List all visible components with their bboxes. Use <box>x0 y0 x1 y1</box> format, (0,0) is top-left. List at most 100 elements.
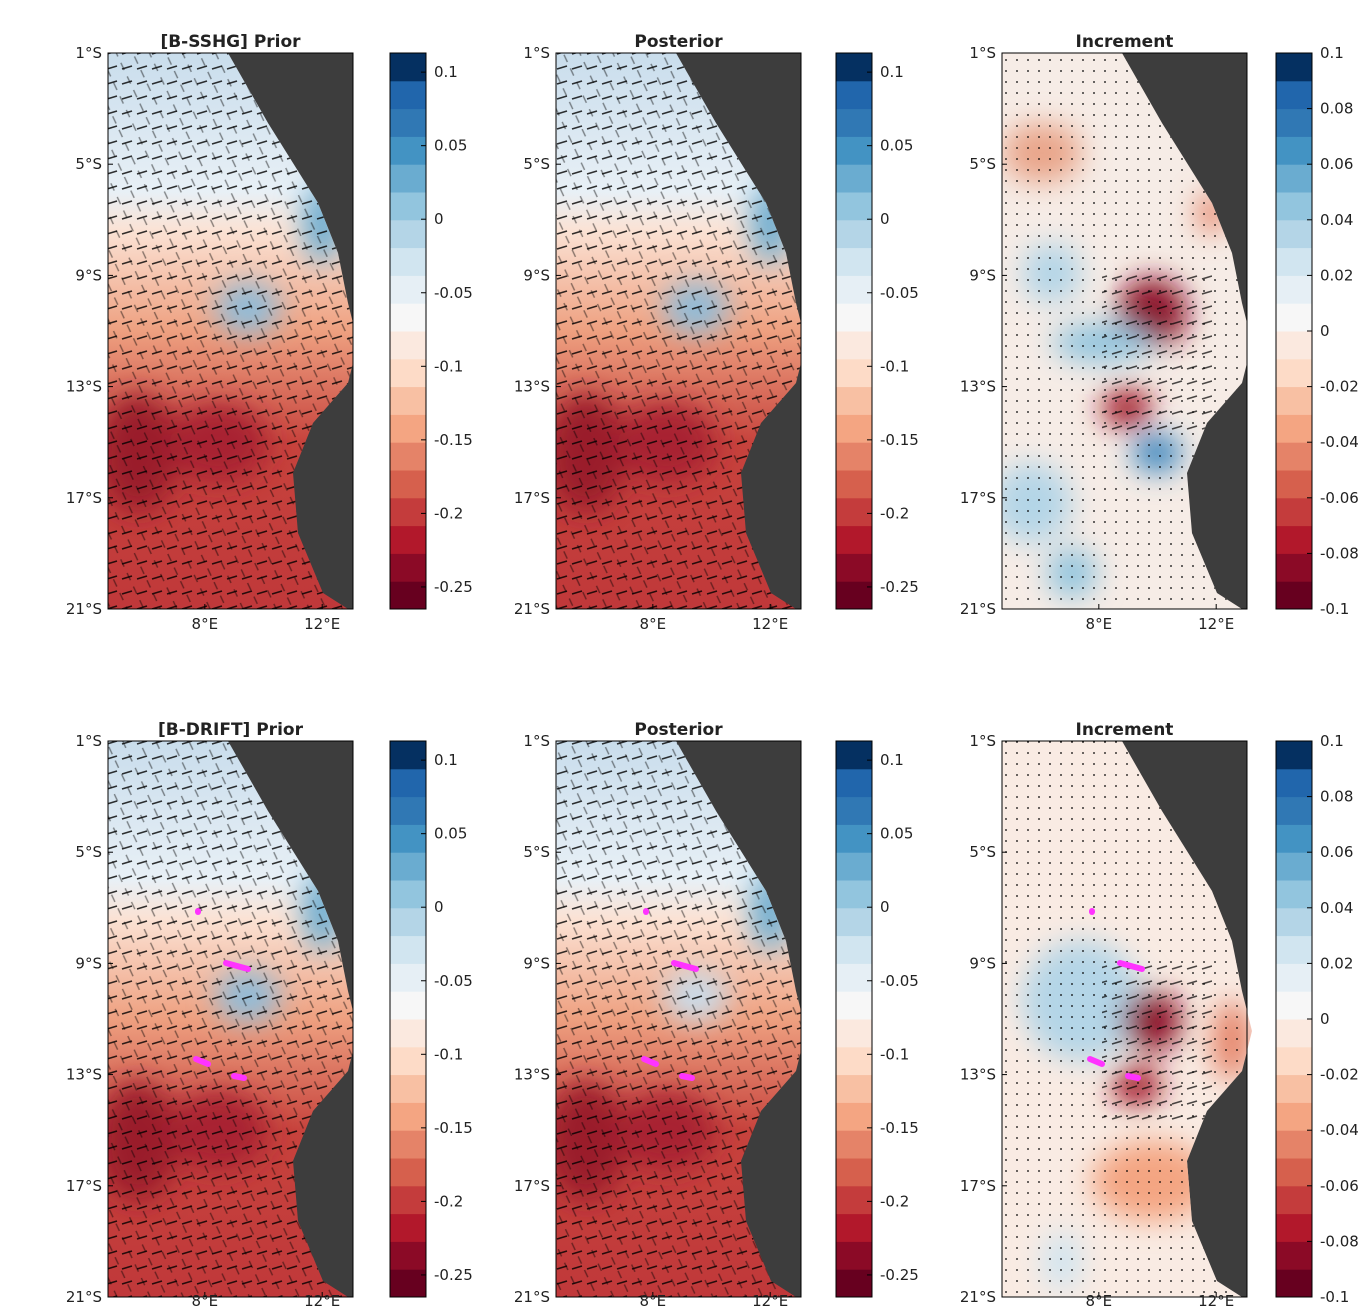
axes-frame <box>1001 740 1248 1298</box>
colorbar-tick-label: 0.05 <box>434 137 467 155</box>
y-tick-label: 13°S <box>66 378 102 396</box>
colorbar-segment <box>390 386 426 415</box>
colorbar-tick-label: -0.1 <box>434 1045 463 1063</box>
y-tick-label: 9°S <box>969 954 996 972</box>
x-tick-label: 12°E <box>752 1292 788 1308</box>
colorbar-segment <box>1276 796 1312 825</box>
colorbar-segment <box>390 1046 426 1076</box>
colorbar-segment <box>836 1158 872 1187</box>
y-tick-label: 17°S <box>514 489 550 507</box>
panel-title: Increment <box>1076 32 1174 52</box>
colorbar-tick-label: -0.2 <box>434 504 463 522</box>
colorbar-tick-label: -0.05 <box>880 972 919 990</box>
colorbar-tick-label: 0.1 <box>880 63 904 81</box>
panel: Posterior 1°S 5°S 9°S 13°S 17°S 21°S 8°E 12°E 0.1… <box>514 32 919 633</box>
colorbar-segment <box>1276 935 1312 964</box>
colorbar-segment <box>836 581 872 610</box>
colorbar-tick-label: 0 <box>434 898 444 916</box>
panel: [B-SSHG] Prior 1°S 5°S 9°S 13°S 17°S 21°S 8°E 12… <box>66 32 473 633</box>
colorbar-tick-label: 0.08 <box>1320 788 1353 806</box>
colorbar-segment <box>1276 824 1312 853</box>
colorbar-segment <box>390 470 426 499</box>
y-tick-label: 17°S <box>66 1177 102 1195</box>
colorbar-segment <box>1276 1158 1312 1187</box>
colorbar-segment <box>390 303 426 332</box>
colorbar-tick-label: 0.05 <box>880 137 913 155</box>
colorbar-segment <box>836 414 872 443</box>
colorbar-segment <box>1276 553 1312 582</box>
colorbar-segment <box>390 80 426 110</box>
x-tick-label: 8°E <box>1086 1292 1113 1308</box>
colorbar-tick-label: -0.1 <box>1320 1288 1349 1306</box>
colorbar-tick-label: 0.04 <box>1320 899 1353 917</box>
colorbar-segment <box>390 824 426 853</box>
y-tick-label: 5°S <box>75 155 102 173</box>
colorbar-segment <box>836 53 872 82</box>
y-tick-label: 21°S <box>514 600 550 618</box>
colorbar-segment <box>1276 247 1312 276</box>
colorbar-segment <box>390 275 426 304</box>
drifter <box>223 960 251 972</box>
colorbar-segment <box>390 358 426 388</box>
colorbar-tick-label: -0.25 <box>880 578 919 596</box>
colorbar-segment <box>1276 53 1312 82</box>
colorbar-tick-label: -0.25 <box>434 578 473 596</box>
colorbar-segment <box>1276 741 1312 770</box>
colorbar-tick-label: 0.02 <box>1320 266 1353 284</box>
x-tick-label: 12°E <box>304 615 340 633</box>
colorbar-segment <box>1276 136 1312 165</box>
colorbar-segment <box>836 1130 872 1159</box>
colorbar-segment <box>836 852 872 881</box>
y-tick-label: 1°S <box>523 732 550 750</box>
colorbar-tick-label: -0.15 <box>880 431 919 449</box>
colorbar-segment <box>1276 386 1312 415</box>
colorbar-tick-label: -0.15 <box>434 431 473 449</box>
colorbar-segment <box>836 768 872 798</box>
colorbar-tick-label: 0 <box>1320 322 1330 340</box>
colorbar-tick-label: 0.08 <box>1320 100 1353 118</box>
colorbar-tick-label: 0.06 <box>1320 155 1353 173</box>
colorbar-segment <box>390 581 426 610</box>
colorbar-segment <box>390 192 426 221</box>
colorbar-segment <box>836 525 872 554</box>
colorbar-segment <box>390 991 426 1020</box>
colorbar-tick-label: -0.08 <box>1320 1232 1359 1250</box>
y-tick-label: 21°S <box>960 600 996 618</box>
colorbar-segment <box>390 935 426 964</box>
colorbar-tick-label: -0.15 <box>434 1119 473 1137</box>
colorbar-segment <box>390 1102 426 1131</box>
panel: [B-DRIFT] Prior 1°S 5°S 9°S 13°S 17°S 21°S 8°E 1… <box>66 720 473 1310</box>
colorbar-segment <box>390 907 426 937</box>
colorbar-segment <box>1276 108 1312 137</box>
colorbar-segment <box>1276 192 1312 221</box>
colorbar-segment <box>836 1019 872 1048</box>
colorbar-segment <box>836 164 872 193</box>
colorbar-tick-label: 0 <box>880 898 890 916</box>
drifter <box>1125 1073 1141 1081</box>
colorbar-segment <box>390 108 426 137</box>
y-tick-label: 5°S <box>75 843 102 861</box>
colorbar-segment <box>390 53 426 82</box>
colorbar-segment <box>1276 1130 1312 1159</box>
colorbar-segment <box>1276 525 1312 554</box>
colorbar-tick-label: -0.25 <box>434 1266 473 1284</box>
panel: Increment 1°S 5°S 9°S 13°S 17°S 21°S 8°E 12°E 0.1… <box>960 32 1359 633</box>
x-tick-label: 8°E <box>192 1292 219 1308</box>
y-tick-label: 1°S <box>969 44 996 62</box>
y-tick-label: 1°S <box>969 732 996 750</box>
colorbar-segment <box>390 1130 426 1159</box>
colorbar-segment <box>1276 470 1312 499</box>
colorbar-tick-label: -0.06 <box>1320 1177 1359 1195</box>
colorbar-segment <box>1276 497 1312 527</box>
colorbar-segment <box>390 247 426 276</box>
colorbar-segment <box>390 331 426 360</box>
colorbar-segment <box>1276 164 1312 193</box>
colorbar-segment <box>1276 1241 1312 1270</box>
y-tick-label: 9°S <box>75 954 102 972</box>
colorbar-frame <box>389 52 427 610</box>
colorbar-segment <box>836 553 872 582</box>
colorbar-tick-label: -0.15 <box>880 1119 919 1137</box>
colorbar-tick-label: -0.1 <box>880 357 909 375</box>
y-tick-label: 13°S <box>66 1066 102 1084</box>
